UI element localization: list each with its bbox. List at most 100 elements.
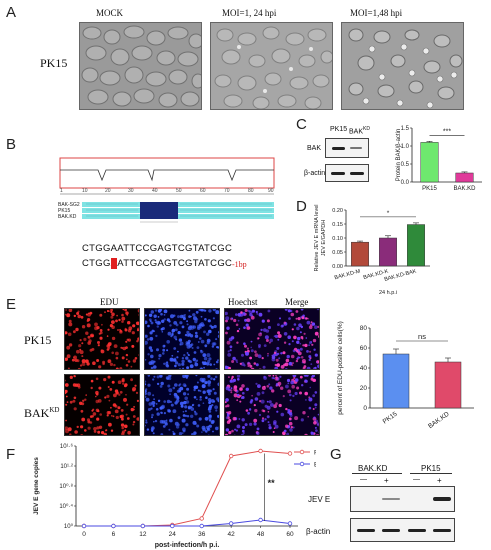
cell-nucleus bbox=[99, 329, 103, 332]
cell-nucleus bbox=[308, 397, 313, 402]
cell-nucleus bbox=[173, 347, 177, 350]
cell-nucleus bbox=[77, 367, 81, 369]
cell-nucleus bbox=[160, 312, 163, 316]
cell-nucleus bbox=[269, 386, 273, 390]
cell-nucleus bbox=[76, 425, 79, 429]
cell-nucleus bbox=[147, 383, 151, 387]
cell-nucleus bbox=[256, 427, 260, 431]
band-jev-kd-infected bbox=[382, 498, 400, 500]
cell-nucleus bbox=[206, 341, 210, 345]
y-tick-label: 0.5 bbox=[401, 162, 410, 168]
cell-nucleus bbox=[121, 417, 124, 421]
cell-nucleus bbox=[187, 393, 190, 396]
cell-nucleus bbox=[287, 409, 291, 412]
cell-nucleus bbox=[203, 356, 208, 361]
cell-nucleus bbox=[276, 410, 279, 413]
cell-nucleus bbox=[294, 391, 298, 396]
x-axis-label: 24 h.p.i bbox=[379, 290, 397, 296]
cell-nucleus bbox=[169, 418, 173, 423]
cell-nucleus bbox=[194, 422, 197, 425]
cell-nucleus bbox=[110, 309, 113, 312]
cell-nucleus bbox=[263, 375, 266, 379]
cell-nucleus bbox=[202, 402, 205, 404]
cell-nucleus bbox=[166, 340, 170, 344]
cell-nucleus bbox=[227, 353, 232, 357]
cell-nucleus bbox=[183, 354, 186, 357]
cell-nucleus bbox=[161, 420, 166, 424]
seq-name-2: PK15 bbox=[58, 208, 70, 214]
cell-nucleus bbox=[225, 319, 228, 323]
cell-nucleus bbox=[195, 359, 199, 362]
cell-nucleus bbox=[145, 383, 147, 386]
x-tick-label: 24 bbox=[169, 531, 177, 538]
cell-nucleus bbox=[294, 347, 298, 351]
cell-nucleus bbox=[104, 311, 106, 314]
cell-nucleus bbox=[213, 391, 217, 395]
cell-nucleus bbox=[310, 377, 314, 381]
cell-nucleus bbox=[98, 386, 102, 390]
y-tick-label: 0 bbox=[363, 405, 367, 412]
cell-nucleus bbox=[86, 323, 91, 328]
cell-nucleus bbox=[268, 341, 271, 344]
cell-nucleus bbox=[77, 314, 81, 319]
cell-nucleus bbox=[99, 331, 103, 335]
cell-nucleus bbox=[246, 326, 251, 330]
cell-nucleus bbox=[210, 377, 213, 380]
cell-nucleus bbox=[126, 314, 129, 316]
cell-nucleus bbox=[181, 359, 185, 364]
cell-nucleus bbox=[256, 431, 260, 435]
cell-nucleus bbox=[130, 407, 134, 412]
x-tick-label: 0 bbox=[82, 531, 86, 538]
cell-nucleus bbox=[137, 309, 139, 313]
cell-nucleus bbox=[171, 354, 174, 357]
cell-nucleus bbox=[89, 348, 93, 352]
cell-nucleus bbox=[279, 317, 281, 320]
cell-nucleus bbox=[193, 396, 197, 399]
cell-nucleus bbox=[168, 388, 173, 393]
cell-nucleus bbox=[136, 340, 139, 343]
y-tick-label: 20 bbox=[360, 385, 368, 392]
cell-nucleus bbox=[296, 350, 299, 353]
cell-nucleus bbox=[163, 344, 166, 347]
cell-nucleus bbox=[110, 429, 114, 432]
cell-nucleus bbox=[309, 341, 312, 345]
cell-nucleus bbox=[253, 362, 257, 365]
cell-nucleus bbox=[300, 356, 304, 359]
cell-nucleus bbox=[262, 409, 266, 413]
cell-nucleus bbox=[109, 388, 113, 391]
cell-nucleus bbox=[267, 411, 270, 413]
cell-nucleus bbox=[296, 326, 300, 331]
cell-nucleus bbox=[146, 338, 150, 341]
cell-nucleus bbox=[150, 354, 154, 359]
cell-nucleus bbox=[83, 337, 87, 341]
cell-nucleus bbox=[200, 324, 204, 327]
cell-nucleus bbox=[92, 361, 96, 365]
cell-nucleus bbox=[69, 433, 72, 435]
cell-nucleus bbox=[245, 351, 249, 356]
cell-nucleus bbox=[312, 408, 315, 410]
x-tick-label: PK15 bbox=[382, 410, 399, 425]
cell-nucleus bbox=[79, 350, 84, 355]
cell-nucleus bbox=[132, 415, 136, 418]
cell-nucleus bbox=[65, 357, 68, 361]
cell-nucleus bbox=[277, 381, 282, 386]
cell-nucleus bbox=[266, 385, 270, 388]
cell-nucleus bbox=[188, 344, 193, 348]
cell-nucleus bbox=[197, 404, 201, 407]
cell-nucleus bbox=[289, 417, 292, 421]
ruler-tick-40: 40 bbox=[152, 188, 158, 194]
cell-nucleus bbox=[195, 331, 198, 335]
cell-nucleus bbox=[225, 401, 227, 404]
cell-nucleus bbox=[258, 332, 262, 337]
cell-nucleus bbox=[314, 403, 318, 407]
cell-nucleus bbox=[106, 344, 110, 348]
cell-nucleus bbox=[313, 421, 317, 425]
hoechst-bak-kd bbox=[144, 374, 220, 436]
panel-g-letter: G bbox=[330, 446, 342, 463]
cell-nucleus bbox=[113, 363, 116, 367]
cell-nucleus bbox=[232, 356, 236, 361]
data-point bbox=[199, 523, 204, 529]
cell-nucleus bbox=[119, 415, 123, 419]
cell-nucleus bbox=[258, 368, 262, 369]
cell-nucleus bbox=[124, 429, 127, 432]
